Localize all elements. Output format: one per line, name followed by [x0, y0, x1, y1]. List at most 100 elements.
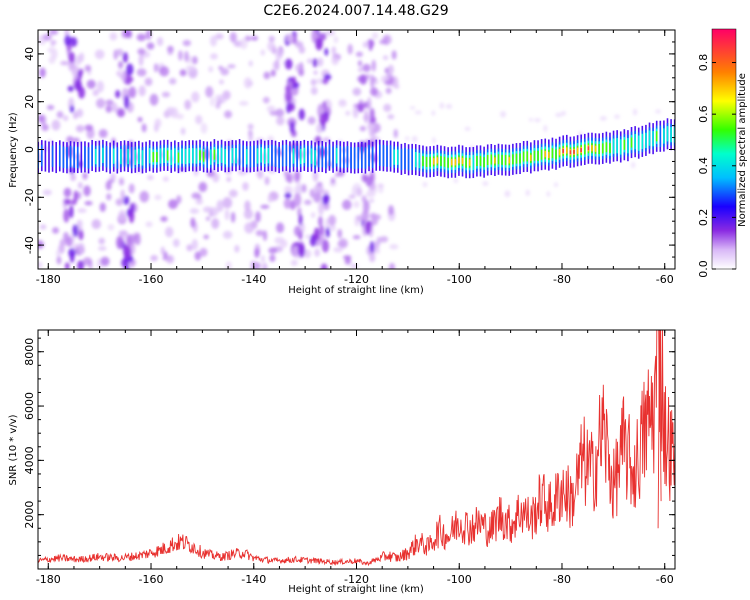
colorbar-tick-label: 0.8	[697, 54, 710, 72]
noise-column-blob	[298, 213, 303, 226]
noise-column-blob	[63, 208, 70, 223]
noise-blob	[352, 106, 359, 119]
noise-blob	[254, 248, 260, 259]
ridge-cell	[533, 150, 536, 161]
y-tick-label: 2000	[23, 501, 36, 529]
noise-column-blob	[319, 225, 325, 236]
noise-blob	[106, 193, 112, 201]
ridge-cell	[544, 151, 547, 158]
noise-column-blob	[293, 225, 301, 237]
ridge-cell	[48, 141, 50, 173]
noise-blob	[304, 234, 311, 239]
noise-column-blob	[126, 237, 133, 247]
noise-blob	[394, 83, 400, 90]
noise-blob	[345, 110, 351, 116]
noise-blob	[167, 45, 174, 54]
ridge-cell	[558, 149, 561, 156]
ridge-cell	[303, 147, 306, 164]
ridge-cell	[537, 150, 539, 161]
noise-blob	[205, 216, 210, 221]
ridge-cell	[213, 149, 216, 160]
noise-column-blob	[117, 108, 126, 118]
spectrogram-y-label: Frequency (Hz)	[8, 112, 19, 188]
ridge-cell	[253, 145, 255, 168]
noise-blob	[387, 114, 395, 120]
ridge-cell	[44, 140, 47, 172]
ridge-cell	[652, 131, 654, 147]
noise-blob	[330, 177, 336, 184]
noise-blob	[529, 117, 533, 122]
noise-blob	[156, 36, 164, 47]
noise-column-blob	[318, 201, 324, 216]
noise-blob	[268, 35, 275, 43]
noise-blob	[105, 180, 112, 191]
ridge-cell	[670, 126, 672, 143]
noise-blob	[100, 256, 110, 267]
ridge-cell	[389, 145, 392, 167]
noise-blob	[315, 77, 323, 85]
noise-blob	[176, 195, 182, 204]
noise-column-blob	[124, 95, 130, 109]
noise-column-blob	[368, 41, 373, 52]
ridge-cell	[260, 147, 262, 163]
ridge-cell	[310, 148, 313, 164]
noise-blob	[338, 100, 347, 108]
noise-blob	[242, 182, 249, 191]
noise-blob	[389, 244, 399, 250]
ridge-cell	[637, 135, 640, 151]
ridge-cell	[623, 139, 626, 150]
noise-blob	[275, 222, 285, 234]
ridge-cell	[566, 147, 568, 154]
noise-blob	[306, 58, 314, 64]
noise-column-blob	[288, 102, 296, 112]
y-tick-label: 0	[23, 146, 36, 153]
ridge-cell	[472, 154, 475, 171]
noise-blob	[144, 77, 153, 87]
ridge-cell	[51, 145, 54, 167]
snr-x-label: Height of straight line (km)	[288, 584, 424, 595]
noise-blob	[350, 263, 359, 269]
noise-blob	[356, 187, 363, 197]
noise-column-blob	[77, 70, 83, 80]
spectrogram-ticks: -180 -160 -140 -120 -100 -80 -60 -40 -20 0 20 40	[23, 29, 675, 286]
ridge-cell	[195, 148, 198, 164]
noise-blob	[110, 172, 116, 181]
noise-column-blob	[310, 86, 318, 95]
noise-blob	[182, 39, 192, 47]
noise-blob	[375, 248, 380, 254]
ridge-cell	[116, 147, 119, 169]
noise-blob	[248, 130, 253, 143]
noise-blob	[98, 128, 108, 139]
noise-blob	[274, 108, 285, 117]
noise-blob	[184, 50, 189, 62]
ridge-cell	[285, 144, 288, 167]
noise-blob	[154, 194, 162, 201]
ridge-cell	[447, 157, 449, 168]
ridge-cell	[55, 142, 57, 174]
ridge-cell	[123, 145, 126, 167]
noise-blob	[77, 191, 82, 200]
noise-blob	[115, 198, 124, 206]
noise-blob	[209, 35, 218, 47]
noise-blob	[96, 80, 105, 93]
noise-column-blob	[69, 253, 75, 263]
noise-blob	[210, 53, 218, 60]
noise-blob	[194, 251, 202, 261]
noise-blob	[333, 35, 339, 44]
noise-blob	[60, 61, 69, 66]
ridge-cell	[177, 152, 180, 163]
y-tick-label: 8000	[23, 338, 36, 366]
noise-blob	[215, 33, 224, 40]
noise-blob	[211, 218, 220, 229]
ridge-cell	[332, 146, 334, 168]
ridge-cell	[58, 145, 61, 167]
noise-blob	[300, 222, 305, 234]
ridge-cell	[170, 149, 173, 166]
noise-blob	[66, 136, 74, 144]
ridge-cell	[156, 152, 158, 163]
ridge-cell	[231, 147, 234, 164]
noise-blob	[247, 123, 254, 130]
noise-blob	[165, 254, 175, 264]
ridge-cell	[227, 145, 230, 168]
noise-blob	[445, 103, 453, 109]
